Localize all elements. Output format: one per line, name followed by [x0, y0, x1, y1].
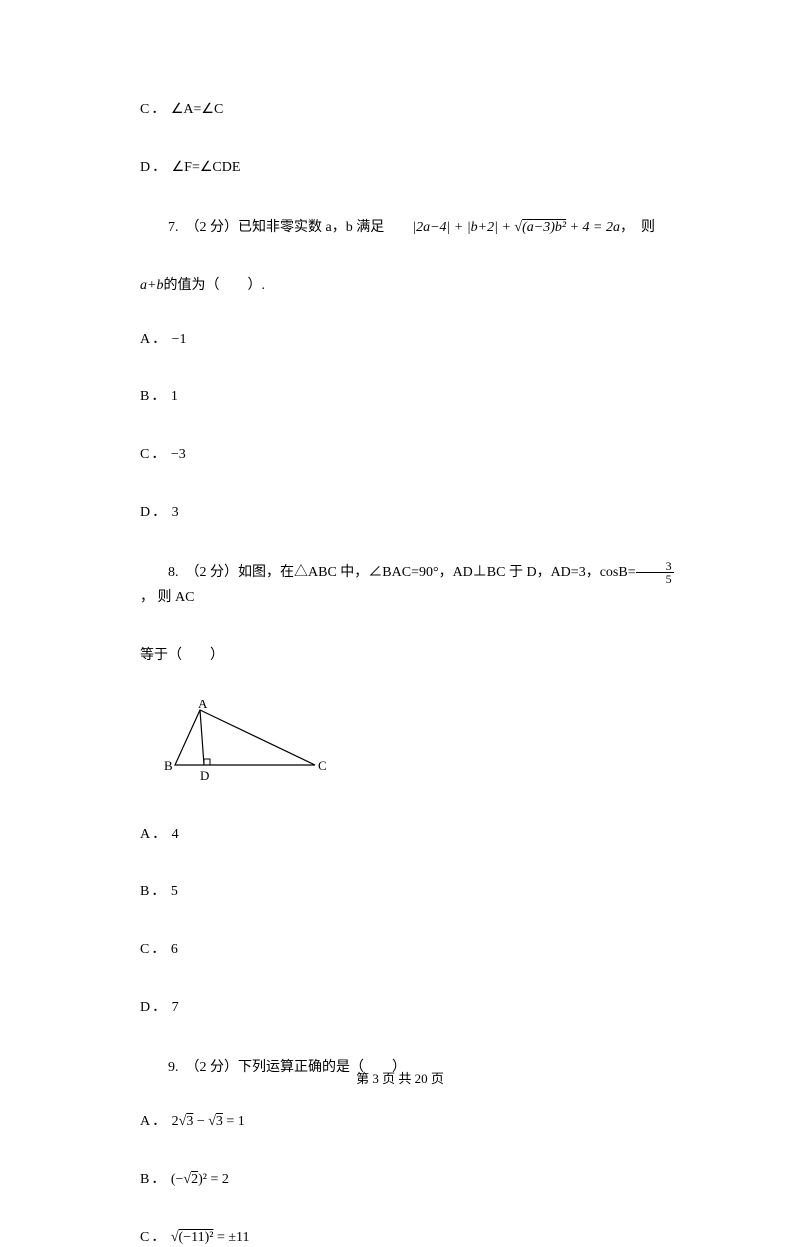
label-A: A: [198, 700, 208, 711]
option-label: C．: [140, 102, 167, 117]
option-label: A．: [140, 827, 168, 842]
q8-option-c: C． 6: [140, 940, 680, 960]
triangle-svg: A B C D: [160, 700, 330, 785]
q8-triangle-figure: A B C D: [160, 700, 680, 790]
q-points: （2 分）: [193, 565, 239, 580]
q8-option-a: A． 4: [140, 825, 680, 845]
q-text: 已知非零实数 a，b 满足: [238, 220, 384, 235]
q-text-after: ， 则: [620, 220, 655, 235]
q6-option-d: D． ∠F=∠CDE: [140, 158, 680, 178]
q8-line2: 等于（ ）: [140, 643, 680, 668]
label-D: D: [200, 768, 209, 783]
option-label: B．: [140, 1172, 167, 1187]
option-label: C．: [140, 1230, 167, 1245]
option-label: D．: [140, 1000, 168, 1015]
q8-fraction: 35: [636, 560, 674, 585]
option-text: ∠A=∠C: [171, 102, 223, 117]
option-text: 4: [172, 827, 179, 842]
option-text: (−√2)² = 2: [171, 1172, 229, 1187]
q-points: （2 分）: [193, 220, 239, 235]
option-text: √(−11)² = ±11: [171, 1230, 250, 1245]
q-text2: ， 则 AC: [140, 590, 194, 605]
q-number: 8.: [168, 565, 179, 580]
option-label: B．: [140, 389, 167, 404]
page-content: C． ∠A=∠C D． ∠F=∠CDE 7. （2 分）已知非零实数 a，b 满…: [0, 0, 800, 1247]
option-label: A．: [140, 1114, 168, 1129]
q8-option-d: D． 7: [140, 998, 680, 1018]
q7-option-a: A． −1: [140, 330, 680, 350]
option-label: C．: [140, 447, 167, 462]
q7-formula: |2a−4| + |b+2| + √(a−3)b² + 4 = 2a: [384, 215, 620, 240]
option-text: −1: [172, 332, 187, 347]
q6-option-c: C． ∠A=∠C: [140, 100, 680, 120]
footer-text: 第 3 页 共 20 页: [356, 1071, 444, 1086]
label-C: C: [318, 758, 327, 773]
q-text: 如图，在△ABC 中，∠BAC=90°，AD⊥BC 于 D，AD=3，cosB=: [238, 565, 636, 580]
option-text: 3: [172, 505, 179, 520]
option-text: ∠F=∠CDE: [172, 160, 241, 175]
option-label: B．: [140, 884, 167, 899]
q9-option-b: B． (−√2)² = 2: [140, 1170, 680, 1190]
option-text: 2√3 − √3 = 1: [172, 1114, 245, 1129]
option-label: A．: [140, 332, 168, 347]
option-text: 1: [171, 389, 178, 404]
option-text: 5: [171, 884, 178, 899]
option-label: D．: [140, 505, 168, 520]
q7-option-c: C． −3: [140, 445, 680, 465]
page-footer: 第 3 页 共 20 页: [0, 1068, 800, 1087]
option-text: 6: [171, 942, 178, 957]
q7-stem: 7. （2 分）已知非零实数 a，b 满足|2a−4| + |b+2| + √(…: [140, 215, 680, 240]
q7-option-d: D． 3: [140, 503, 680, 523]
option-text: 7: [172, 1000, 179, 1015]
q7-ab: a+b: [140, 278, 163, 293]
q8-stem: 8. （2 分）如图，在△ABC 中，∠BAC=90°，AD⊥BC 于 D，AD…: [140, 560, 680, 610]
q7-line2: a+b的值为（ ）.: [140, 273, 680, 298]
q8-option-b: B． 5: [140, 882, 680, 902]
q7-suffix: 的值为（ ）.: [163, 278, 265, 293]
option-label: C．: [140, 942, 167, 957]
q-number: 7.: [168, 220, 179, 235]
q9-option-a: A． 2√3 − √3 = 1: [140, 1112, 680, 1132]
q9-option-c: C． √(−11)² = ±11: [140, 1228, 680, 1247]
option-text: −3: [171, 447, 186, 462]
q7-option-b: B． 1: [140, 387, 680, 407]
option-label: D．: [140, 160, 168, 175]
label-B: B: [164, 758, 173, 773]
